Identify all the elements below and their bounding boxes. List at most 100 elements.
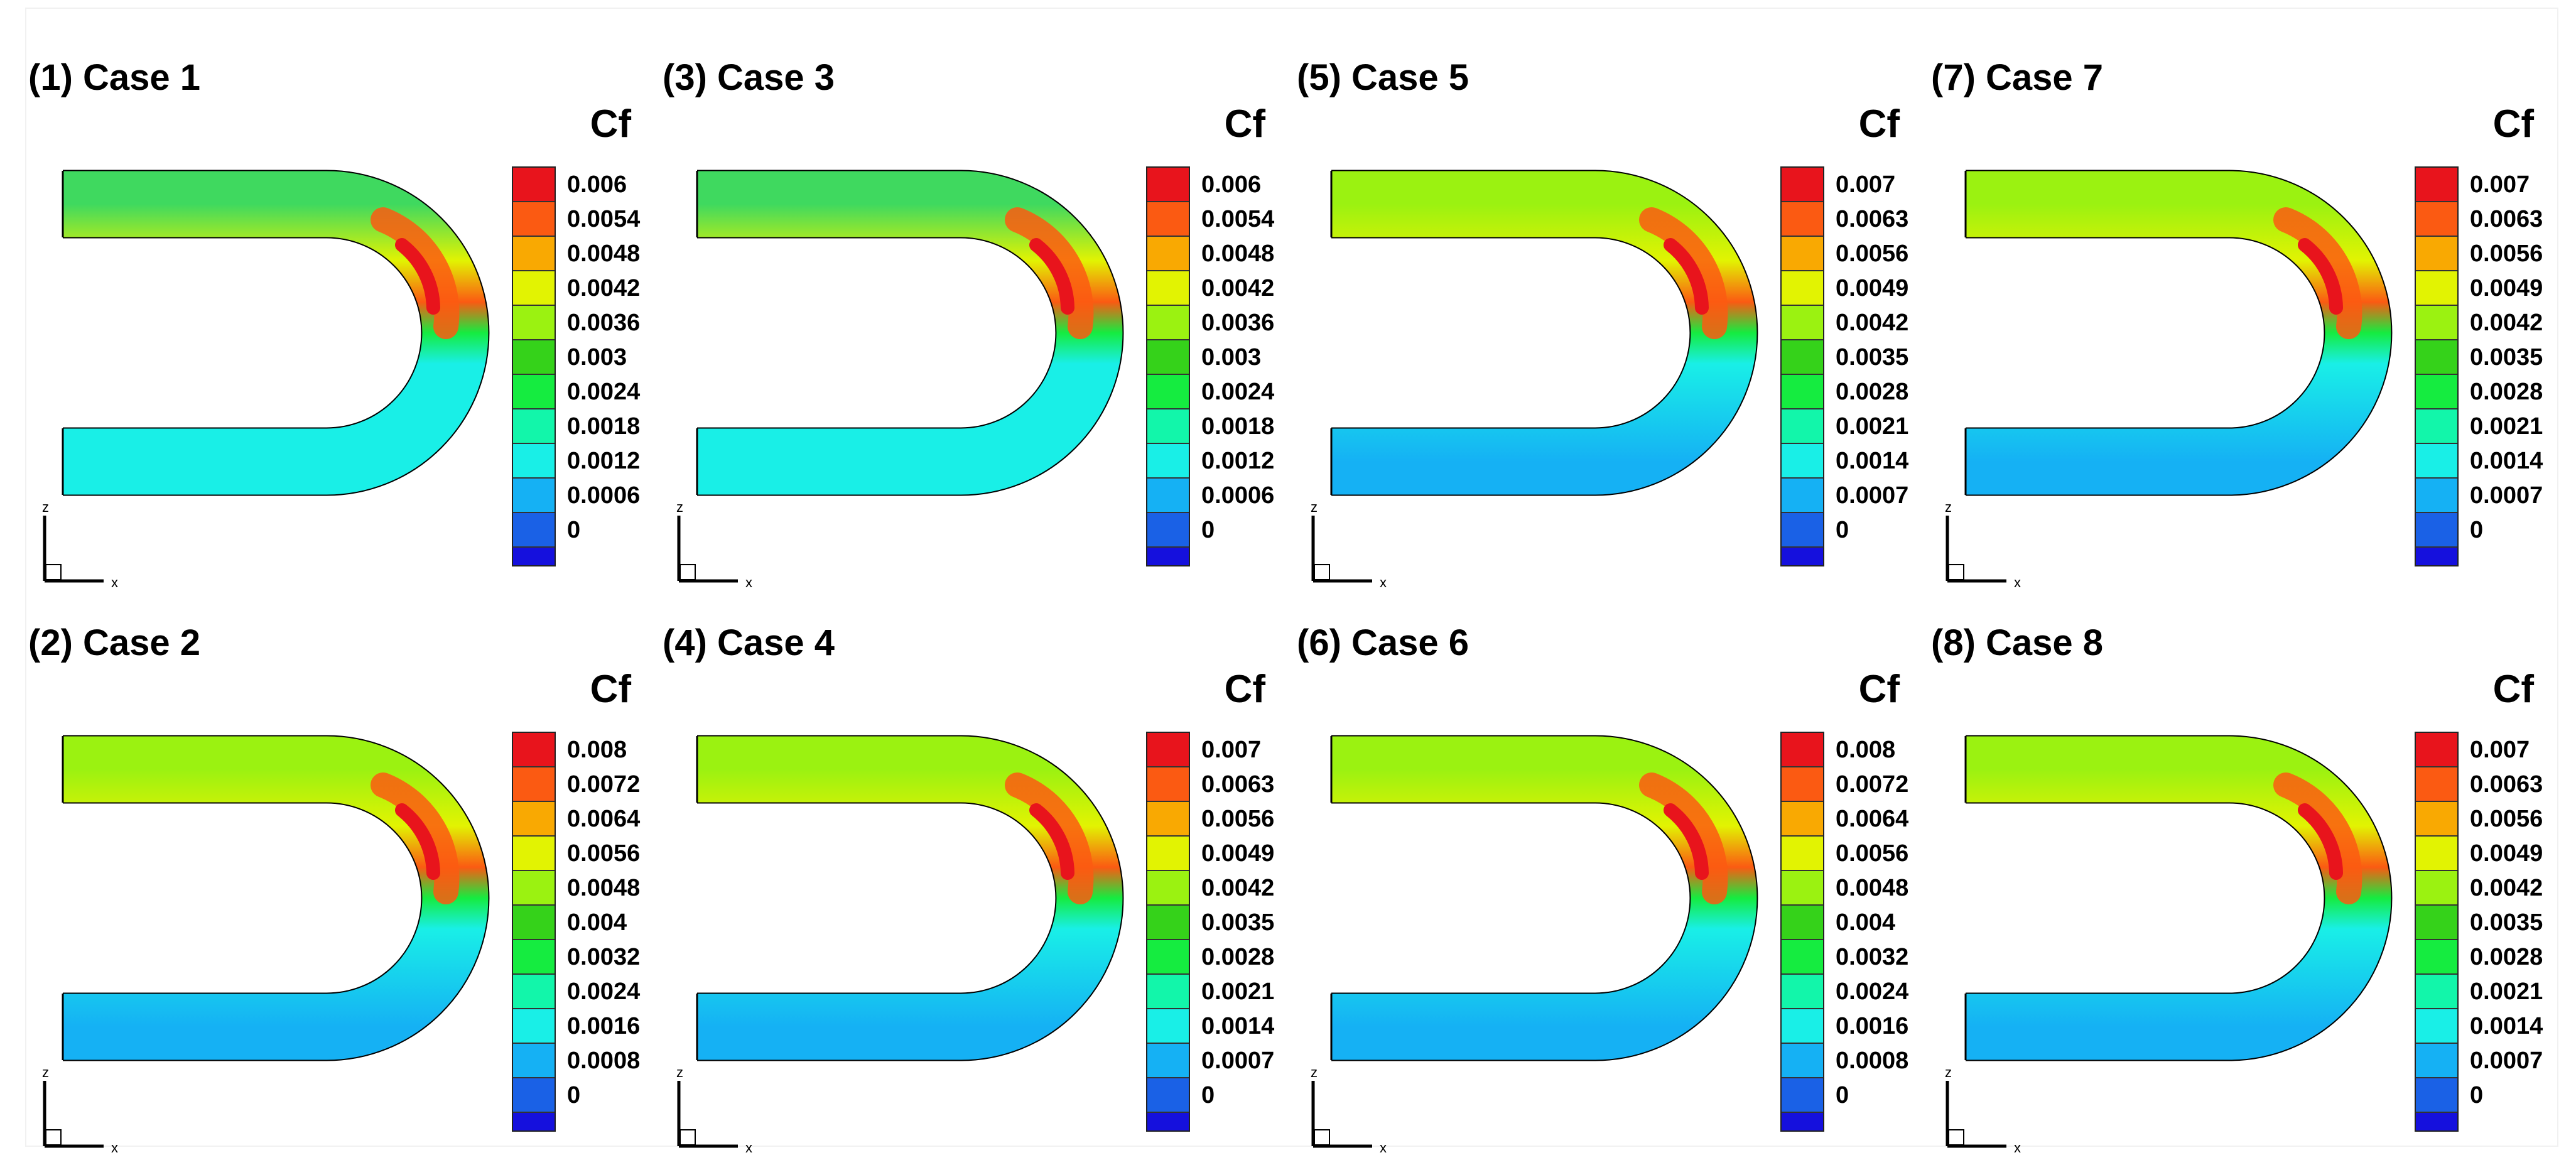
colorbar-tick-label: 0.0048 <box>1836 875 1909 901</box>
panel-title: (7) Case 7 <box>1931 57 2104 98</box>
colorbar-segment <box>1782 871 1823 906</box>
contour-plot <box>696 735 1124 1061</box>
colorbar-tick-label: 0.0012 <box>1201 448 1275 474</box>
colorbar-tick-label: 0.0048 <box>567 241 641 267</box>
colorbar <box>1146 166 1190 566</box>
axis-arrows <box>1946 1081 2006 1148</box>
axis-arrows <box>677 516 738 583</box>
colorbar-tick-label: 0.0054 <box>1201 206 1275 232</box>
colorbar-segment <box>2416 940 2457 975</box>
panel-title: (4) Case 4 <box>663 622 835 663</box>
panel-title: (5) Case 5 <box>1297 57 1469 98</box>
colorbar-title: Cf <box>2492 102 2534 146</box>
panel-p8: (8) Case 8 Cf 0.007 0.0063 0.0056 0.0049 0.004… <box>1912 597 2543 1156</box>
panel-p2: (2) Case 2 Cf 0.008 0.0072 0.0064 0.0056 0.004… <box>9 597 640 1156</box>
contour-plot <box>1964 170 2393 496</box>
panel-p5: (5) Case 5 Cf 0.007 0.0063 0.0056 0.0049 0.004… <box>1278 31 1908 590</box>
colorbar-segment <box>1782 479 1823 513</box>
colorbar-segment <box>1147 906 1189 940</box>
colorbar-segment <box>1147 479 1189 513</box>
high-cf-band <box>1639 772 1728 904</box>
axis-arrows <box>1311 1081 1372 1148</box>
axis-corner-box <box>1314 564 1330 580</box>
axis-z-label: z <box>1311 1065 1318 1080</box>
colorbar-tick-label: 0.0028 <box>1201 944 1275 970</box>
colorbar-tick-label: 0.0014 <box>1836 448 1909 474</box>
colorbar-tick-label: 0.0049 <box>1836 275 1909 301</box>
high-cf-band <box>1639 207 1728 339</box>
colorbar-segment <box>513 906 555 940</box>
colorbar-tick-label: 0.0042 <box>567 275 641 301</box>
colorbar <box>512 166 556 566</box>
colorbar <box>512 732 556 1132</box>
panel-p1: (1) Case 1 Cf 0.006 0.0054 0.0048 0.0042 0.003… <box>9 31 640 590</box>
colorbar-tick-label: 0.0007 <box>2470 1048 2543 1074</box>
colorbar-tick-label: 0.0056 <box>1836 840 1909 867</box>
colorbar-segment <box>513 1044 555 1078</box>
colorbar-tick-label: 0.0063 <box>2470 206 2543 232</box>
peak-cf-region <box>1029 803 1074 880</box>
colorbar-title: Cf <box>1224 102 1265 146</box>
colorbar-segment <box>513 271 555 306</box>
colorbar-segment <box>2416 513 2457 548</box>
axis-z-label: z <box>676 499 683 515</box>
colorbar-tick-label: 0 <box>2470 517 2484 543</box>
colorbar-segment <box>513 548 555 565</box>
colorbar-tick-label: 0.0056 <box>567 840 641 867</box>
colorbar <box>2415 732 2459 1132</box>
colorbar-segment <box>513 975 555 1009</box>
colorbar-tick-label: 0.0063 <box>2470 771 2543 798</box>
colorbar-tick-label: 0.0006 <box>1201 482 1275 509</box>
axis-corner-box <box>1948 1129 1964 1146</box>
colorbar-segment <box>2416 340 2457 375</box>
colorbar-title: Cf <box>590 668 631 711</box>
colorbar-segment <box>2416 375 2457 409</box>
contour-plot <box>62 735 490 1061</box>
axis-x-label: x <box>745 1140 752 1156</box>
colorbar-segment <box>1147 237 1189 271</box>
colorbar-segment <box>1782 1078 1823 1113</box>
colorbar-tick-label: 0.0049 <box>2470 840 2543 867</box>
colorbar-segment <box>1147 306 1189 340</box>
colorbar-tick-label: 0.007 <box>1201 737 1262 763</box>
colorbar-segment <box>513 444 555 479</box>
colorbar-segment <box>1147 1009 1189 1044</box>
colorbar-tick-label: 0.0042 <box>1201 275 1275 301</box>
colorbar-tick-label: 0.0042 <box>2470 310 2543 336</box>
axis-z-label: z <box>676 1065 683 1080</box>
colorbar-tick-label: 0.0056 <box>2470 241 2543 267</box>
colorbar-tick-label: 0.0056 <box>2470 806 2543 832</box>
colorbar-segment <box>2416 1113 2457 1130</box>
colorbar-segment <box>1147 1078 1189 1113</box>
panel-p7: (7) Case 7 Cf 0.007 0.0063 0.0056 0.0049 0.004… <box>1912 31 2543 590</box>
colorbar-tick-label: 0.007 <box>1836 171 1896 198</box>
colorbar-segment <box>2416 906 2457 940</box>
colorbar-tick-label: 0 <box>1836 517 1849 543</box>
colorbar-segment <box>1782 548 1823 565</box>
contour-plot <box>1330 735 1758 1061</box>
colorbar-segment <box>513 733 555 767</box>
colorbar <box>1146 732 1190 1132</box>
colorbar-segment <box>513 479 555 513</box>
colorbar-tick-label: 0.0018 <box>567 413 641 440</box>
colorbar-tick-label: 0.0021 <box>1201 978 1275 1005</box>
colorbar-segment <box>2416 409 2457 444</box>
colorbar-tick-label: 0 <box>567 517 581 543</box>
colorbar-segment <box>513 306 555 340</box>
colorbar-segment <box>513 513 555 548</box>
colorbar-tick-label: 0.0028 <box>2470 379 2543 405</box>
colorbar-tick-label: 0.0035 <box>2470 909 2543 936</box>
colorbar-segment <box>1147 802 1189 837</box>
colorbar-tick-label: 0.0072 <box>1836 771 1909 798</box>
colorbar-tick-label: 0.008 <box>1836 737 1896 763</box>
colorbar <box>1780 732 1824 1132</box>
colorbar-segment <box>1782 906 1823 940</box>
colorbar-segment <box>2416 479 2457 513</box>
high-cf-band <box>2273 772 2362 904</box>
colorbar-segment <box>1782 940 1823 975</box>
colorbar-tick-label: 0.0008 <box>1836 1048 1909 1074</box>
colorbar-segment <box>1782 1009 1823 1044</box>
axis-z-label: z <box>1945 1065 1952 1080</box>
colorbar-segment <box>1147 1113 1189 1130</box>
